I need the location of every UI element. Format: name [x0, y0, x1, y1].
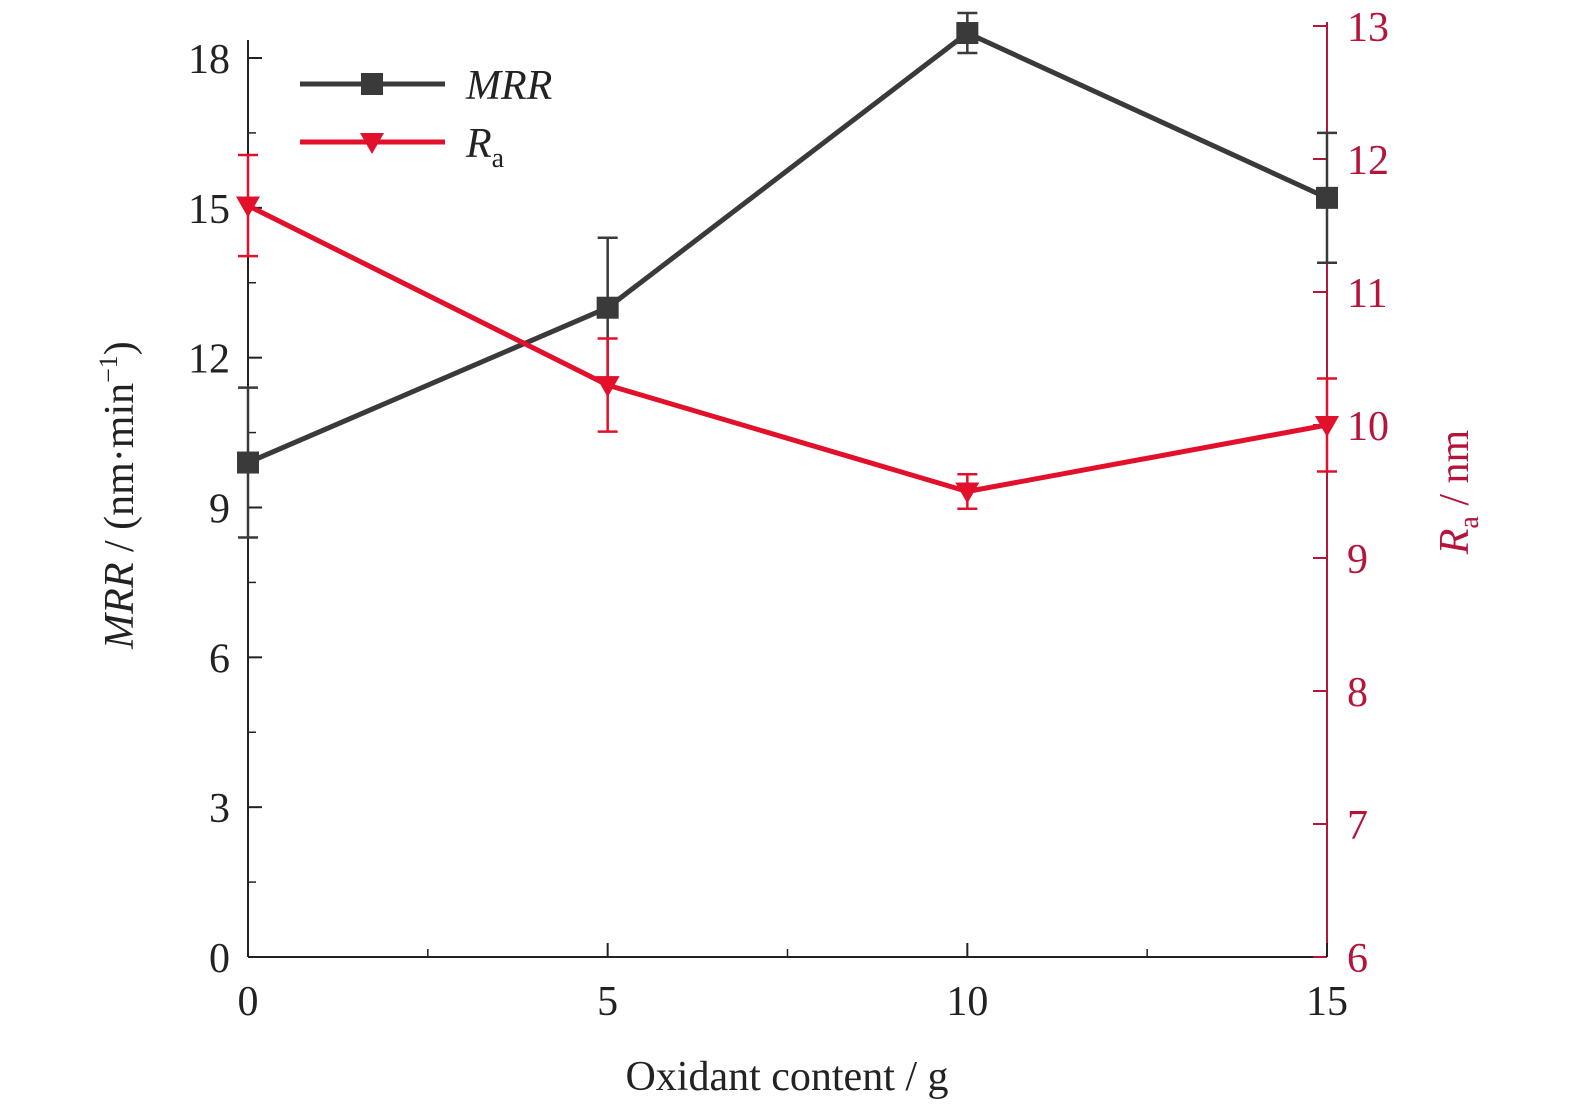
y-left-tick-label: 18: [188, 37, 230, 83]
data-point-triangle: [955, 482, 980, 504]
y-left-tick-label: 0: [209, 936, 230, 982]
x-tick-label: 0: [238, 979, 259, 1025]
y-right-tick-label: 11: [1347, 271, 1387, 317]
y-right-tick-label: 8: [1347, 670, 1368, 716]
y-left-tick-label: 3: [209, 786, 230, 832]
legend-label: MRR: [465, 63, 552, 109]
x-tick-label: 15: [1306, 979, 1348, 1025]
data-point-triangle: [1315, 416, 1339, 437]
legend-item-ra: Ra: [300, 121, 505, 174]
data-point-triangle: [236, 196, 260, 218]
y-left-tick-label: 15: [188, 187, 230, 233]
data-point-square: [237, 451, 259, 474]
data-point-square: [1316, 186, 1338, 209]
series-layer: [236, 11, 1339, 539]
y-right-tick-label: 13: [1347, 5, 1389, 51]
series-mrr: [237, 11, 1338, 539]
x-tick-label: 5: [597, 979, 618, 1025]
legend-marker-square: [361, 73, 383, 95]
series-line: [246, 203, 1328, 494]
legend-marker-triangle: [360, 133, 384, 154]
data-point-triangle: [595, 376, 620, 398]
y-right-tick-label: 7: [1347, 803, 1368, 849]
y-right-axis-label: Ra / nm: [1432, 429, 1485, 555]
axes: 0 3 6 9 12 15 18 6 7 8 9 10 11 12 13 0 5 10 15: [188, 5, 1389, 1025]
axis-labels: Oxidant content / g MRR / (nm·min−1) Ra / …: [94, 341, 1485, 1100]
series-ra: [236, 153, 1339, 511]
y-left-tick-label: 6: [209, 636, 230, 682]
legend-item-mrr: MRR: [300, 63, 552, 109]
data-point-square: [596, 296, 619, 319]
y-right-tick-label: 12: [1347, 138, 1389, 184]
x-tick-label: 10: [946, 979, 988, 1025]
y-left-tick-label: 12: [188, 337, 230, 383]
y-right-tick-label: 9: [1347, 537, 1368, 583]
y-left-tick-label: 9: [209, 487, 230, 533]
data-point-square: [956, 22, 979, 45]
y-right-tick-label: 6: [1347, 936, 1368, 982]
y-right-tick-label: 10: [1347, 404, 1389, 450]
legend-label: Ra: [465, 121, 505, 174]
y-left-axis-label: MRR / (nm·min−1): [94, 341, 143, 650]
x-axis-label: Oxidant content / g: [625, 1054, 948, 1100]
legend: MRR Ra: [300, 63, 552, 174]
series-line: [247, 30, 1329, 465]
